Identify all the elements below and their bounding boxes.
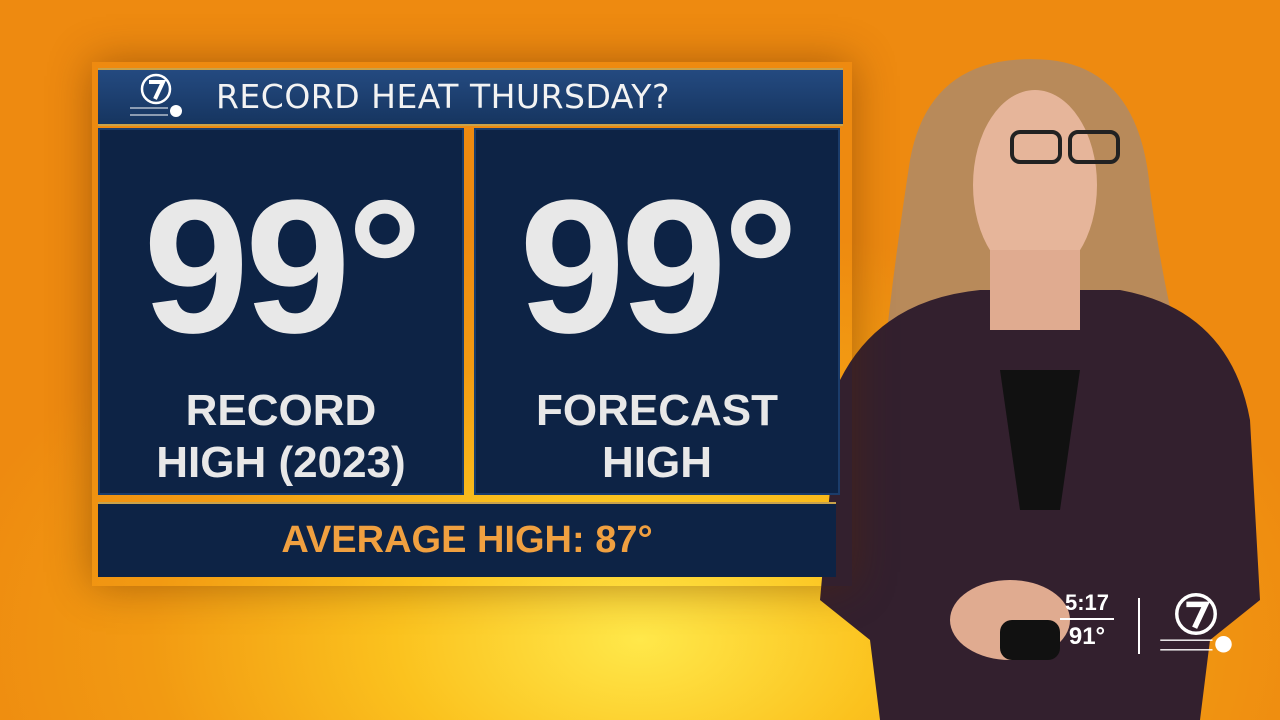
record-high-value: 99° xyxy=(143,161,422,373)
forecast-high-card: 99° FORECAST HIGH xyxy=(474,128,840,495)
bug-divider xyxy=(1138,598,1140,654)
graphic-header: RECORD HEAT THURSDAY? xyxy=(98,68,843,126)
bug-temperature: 91° xyxy=(1068,623,1106,651)
denver7-logo xyxy=(130,73,182,117)
forecast-label-line1: FORECAST xyxy=(536,385,778,435)
average-high-bar: AVERAGE HIGH: 87° xyxy=(98,502,836,577)
record-high-card: 99° RECORD HIGH (2023) xyxy=(98,128,464,495)
graphic-title: RECORD HEAT THURSDAY? xyxy=(216,77,670,117)
record-label-line1: RECORD xyxy=(185,385,377,435)
average-high-text: AVERAGE HIGH: 87° xyxy=(281,518,653,561)
denver7-bug-logo xyxy=(1160,593,1232,653)
presenter xyxy=(820,59,1260,720)
forecast-label-line2: HIGH xyxy=(602,438,712,488)
time-temp-bug: 5:17 91° xyxy=(1060,590,1114,652)
record-label-line2: HIGH (2023) xyxy=(156,438,406,488)
bug-time: 5:17 xyxy=(1060,590,1114,621)
forecast-high-value: 99° xyxy=(519,161,798,373)
